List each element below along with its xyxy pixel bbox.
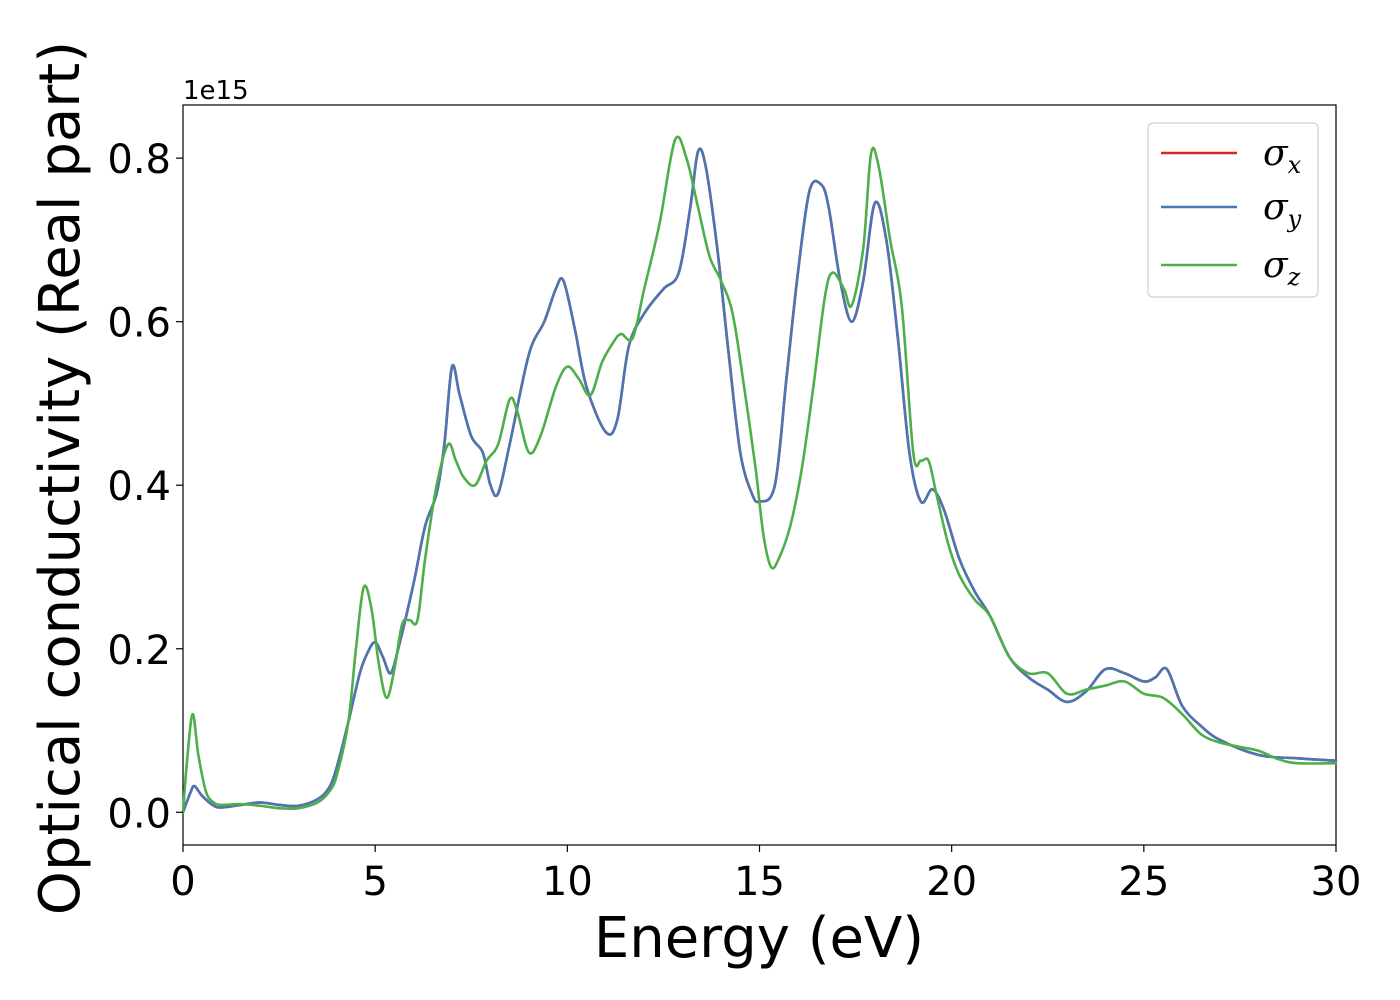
legend-label-y: σy	[1263, 187, 1302, 233]
plot-area	[181, 104, 1338, 846]
y-tick-label: 0.2	[107, 628, 171, 674]
x-axis-ticks: 0 5 10 15 20 25 30	[170, 845, 1361, 905]
y-tick-label: 0.4	[107, 464, 171, 510]
y-tick-label: 0.8	[107, 137, 171, 183]
y-axis-label: Optical conductivity (Real part)	[28, 41, 93, 915]
legend-subscript: x	[1288, 151, 1302, 179]
x-tick-label: 20	[926, 859, 977, 905]
y-axis-ticks: 0.0 0.2 0.4 0.6 0.8	[107, 137, 183, 837]
y-tick-label: 0.0	[107, 791, 171, 837]
legend-frame	[1147, 122, 1319, 298]
legend-symbol: σ	[1263, 245, 1289, 286]
x-tick-label: 25	[1118, 859, 1169, 905]
x-tick-label: 0	[170, 859, 195, 905]
x-tick-label: 10	[542, 859, 593, 905]
legend-symbol: σ	[1263, 133, 1289, 174]
y-axis-offset-label: 1e15	[183, 76, 249, 106]
legend-subscript: z	[1287, 263, 1301, 291]
legend-label-x: σx	[1263, 133, 1302, 179]
legend-label-z: σz	[1263, 245, 1301, 291]
y-tick-label: 0.6	[107, 301, 171, 347]
x-tick-label: 30	[1311, 859, 1362, 905]
series-line-z	[181, 135, 1338, 814]
legend-subscript: y	[1287, 205, 1302, 233]
plot-frame	[182, 104, 1337, 846]
x-tick-label: 15	[734, 859, 785, 905]
legend-symbol: σ	[1263, 187, 1289, 228]
x-axis-label: Energy (eV)	[594, 906, 924, 971]
series-layer	[181, 135, 1338, 814]
x-tick-label: 5	[362, 859, 387, 905]
